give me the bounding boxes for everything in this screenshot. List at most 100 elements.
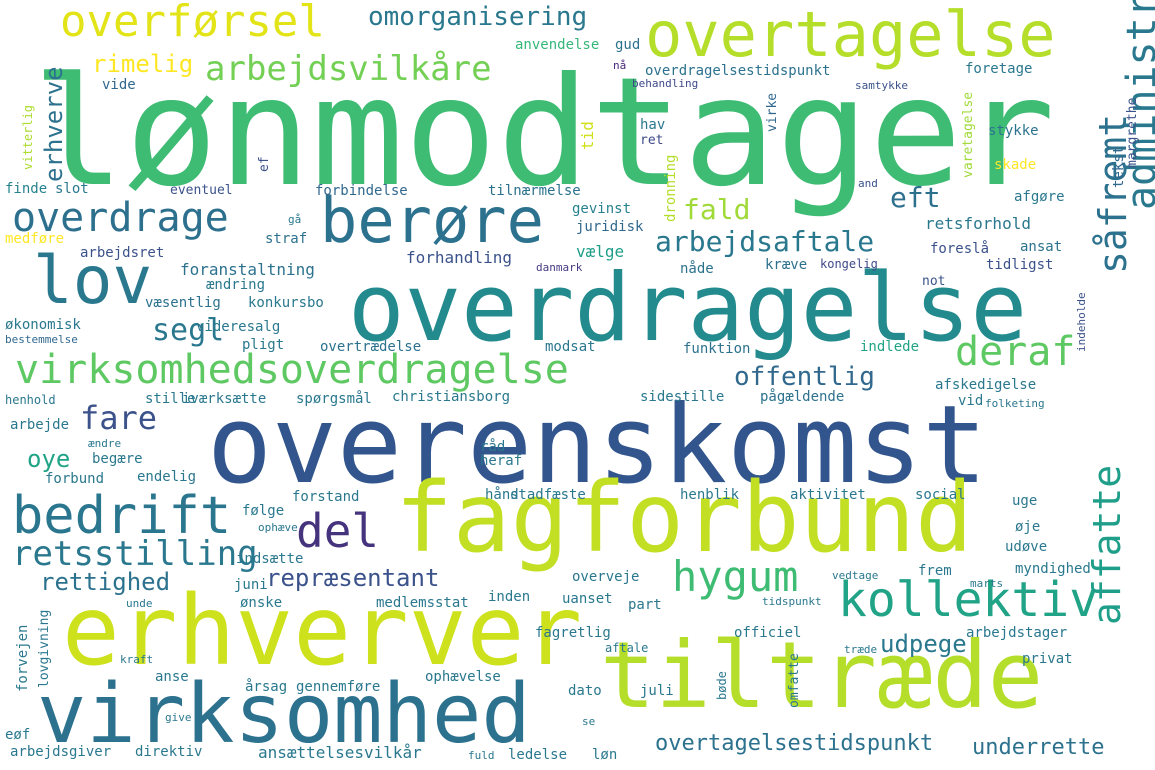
word: marts [970, 577, 1004, 590]
word: overveje [572, 569, 640, 585]
word: repræsentant [266, 564, 440, 592]
word: behandling [632, 77, 699, 90]
word: henhold [5, 393, 56, 407]
word: videresalg [196, 319, 281, 335]
word: medlemsstat [376, 595, 469, 611]
word: forbindelse [315, 183, 408, 199]
word: indsætte [236, 551, 304, 567]
word: vedtage [832, 569, 879, 582]
word: overenskomst [207, 383, 988, 508]
word: privat [1022, 651, 1073, 667]
word: eft [890, 181, 941, 214]
word: arbejdsret [80, 245, 165, 261]
word: ansat [1020, 239, 1063, 255]
word: gud [615, 37, 641, 53]
word: indeholde [1075, 292, 1088, 352]
word: part [628, 597, 662, 613]
word: dronning [663, 154, 679, 222]
word: løn [592, 747, 618, 763]
word: ændre [88, 437, 122, 450]
word: slot [55, 181, 89, 197]
word: gevinst [572, 201, 632, 217]
word: lov [33, 242, 153, 319]
word: nå [613, 59, 627, 72]
word: and [858, 177, 878, 190]
word: arbejdstager [966, 625, 1068, 641]
word: afgøre [1014, 189, 1065, 205]
word: margrethe [1125, 97, 1140, 168]
word: ønske [240, 595, 283, 611]
word: pligt [242, 337, 285, 353]
word: bedrift [12, 486, 232, 546]
word: fald [683, 193, 751, 226]
word: forstand [292, 489, 360, 505]
word: vælge [576, 242, 625, 261]
word: uanset [562, 591, 613, 607]
word: økonomisk [5, 317, 81, 333]
word: hygum [672, 552, 799, 601]
word: affatte [1085, 464, 1129, 625]
word: overtrædelse [320, 339, 422, 355]
word: overtagelse [645, 0, 1056, 71]
word: virksomhedsoverdragelse [15, 347, 569, 393]
word: vide [102, 77, 136, 93]
word: stykke [988, 123, 1039, 139]
word: overdragelsestidspunkt [645, 63, 831, 79]
word: ansættelsesvilkår [258, 743, 422, 762]
word: juridisk [576, 219, 644, 235]
word: kraft [120, 653, 154, 666]
word: ef [257, 156, 272, 172]
word: følge [242, 503, 285, 519]
word: funktion [683, 341, 751, 357]
word: segl [152, 313, 225, 348]
word: konkursbo [248, 295, 324, 311]
word: tidligst [986, 257, 1054, 273]
word: vitterlig [21, 104, 35, 170]
word: stille [145, 391, 196, 407]
word: christiansborg [392, 389, 511, 405]
word: anse [155, 669, 189, 685]
word: unde [126, 597, 153, 610]
word: bøde [715, 671, 729, 700]
word: folketing [985, 397, 1045, 410]
word: eøf [5, 727, 31, 743]
word: fagforbund [395, 462, 973, 574]
word: endelig [137, 469, 197, 485]
word: frem [918, 563, 952, 579]
word: årsag [245, 679, 288, 695]
word: arbejdsgiver [10, 744, 112, 760]
word: udøve [1005, 539, 1048, 555]
word: heraf [480, 453, 523, 469]
word: foreslå [930, 241, 990, 257]
word: sidestille [640, 389, 725, 405]
word: pågældende [760, 389, 845, 405]
word: udpege [880, 630, 967, 658]
word: råd [480, 439, 506, 455]
word: arbejdsvilkåre [205, 49, 492, 89]
word: hånd [485, 487, 519, 503]
word: offentlig [734, 362, 875, 392]
word: eventuel [170, 183, 233, 198]
word: officiel [734, 625, 802, 641]
word: overdragelse [348, 254, 1028, 363]
word: oye [27, 445, 71, 473]
word: forbund [45, 471, 105, 487]
word: gennemføre [296, 679, 381, 695]
word: ophæve [258, 521, 298, 534]
word: rimelig [92, 50, 194, 78]
word: retsstilling [12, 534, 258, 574]
word: danmark [536, 261, 583, 274]
word: overtagelsestidspunkt [655, 731, 934, 756]
word: tiltræde [600, 622, 1044, 729]
word: kollektiv [838, 572, 1099, 628]
word: virke [765, 92, 780, 132]
word: fare [80, 399, 158, 437]
word: bestemmelse [5, 333, 78, 346]
word: indlede [860, 339, 920, 355]
word: væsentlig [145, 295, 221, 311]
word: fagretlig [535, 625, 611, 641]
word: del [296, 504, 380, 558]
word: medføre [5, 231, 65, 247]
word: finde [5, 181, 48, 197]
